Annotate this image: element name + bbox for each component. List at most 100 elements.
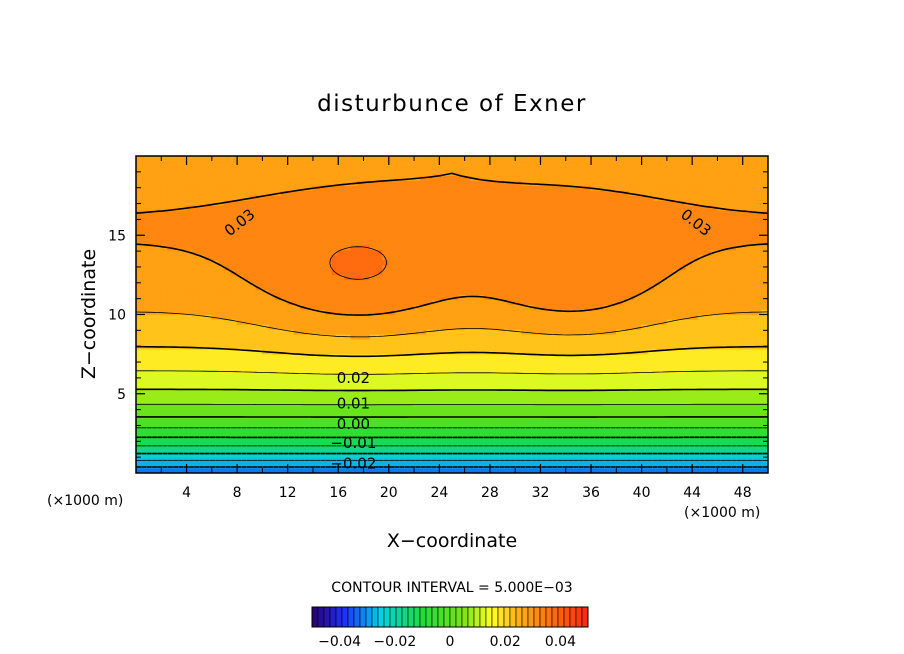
field-cell	[616, 403, 623, 409]
field-cell	[318, 254, 326, 261]
field-cell	[344, 378, 352, 385]
field-cell	[356, 160, 364, 167]
field-cell	[508, 447, 516, 454]
field-cell	[420, 254, 428, 261]
field-cell	[217, 398, 225, 404]
field-cell	[312, 205, 320, 211]
field-cell	[571, 205, 579, 211]
field-cell	[369, 398, 377, 404]
field-cell	[318, 447, 326, 454]
field-cell	[540, 195, 548, 201]
field-cell	[584, 319, 592, 325]
field-cell	[325, 264, 333, 271]
field-cell	[160, 462, 168, 469]
field-cell	[192, 205, 200, 211]
field-cell	[255, 314, 263, 320]
field-cell	[622, 294, 630, 300]
field-cell	[521, 215, 529, 221]
field-cell	[546, 393, 554, 400]
field-cell	[274, 353, 282, 360]
field-cell	[426, 234, 434, 241]
field-cell	[464, 393, 472, 400]
field-cell	[451, 314, 459, 320]
field-cell	[281, 205, 288, 211]
field-cell	[211, 452, 219, 459]
field-cell	[382, 462, 390, 469]
field-cell	[375, 403, 383, 409]
field-cell	[407, 398, 415, 404]
field-cell	[337, 343, 345, 350]
field-cell	[502, 423, 510, 429]
field-cell	[331, 289, 339, 295]
field-cell	[502, 358, 510, 365]
field-cell	[198, 210, 206, 216]
field-cell	[590, 348, 598, 355]
field-cell	[148, 185, 156, 191]
field-cell	[300, 294, 307, 300]
field-cell	[495, 279, 503, 286]
field-cell	[217, 170, 225, 177]
field-cell	[142, 467, 149, 473]
field-cell	[306, 319, 314, 325]
field-cell	[578, 185, 586, 191]
field-cell	[426, 324, 434, 330]
field-cell	[565, 338, 573, 345]
field-cell	[445, 319, 453, 325]
field-cell	[407, 314, 415, 320]
field-cell	[230, 254, 238, 261]
field-cell	[268, 309, 276, 315]
field-cell	[205, 378, 213, 385]
field-cell	[388, 438, 396, 444]
field-cell	[432, 353, 440, 360]
field-cell	[420, 220, 428, 226]
field-cell	[451, 234, 459, 241]
field-cell	[565, 348, 573, 355]
field-cell	[306, 259, 314, 266]
field-cell	[312, 343, 320, 350]
field-cell	[205, 309, 213, 315]
field-cell	[483, 403, 491, 409]
field-cell	[578, 314, 586, 320]
field-cell	[318, 373, 326, 380]
field-cell	[142, 220, 149, 226]
field-cell	[350, 383, 358, 390]
field-cell	[262, 180, 270, 187]
field-cell	[167, 279, 175, 286]
field-cell	[609, 304, 617, 310]
field-cell	[622, 368, 630, 375]
field-cell	[375, 284, 383, 291]
field-cell	[603, 373, 611, 380]
field-cell	[546, 433, 554, 439]
field-cell	[546, 254, 554, 261]
field-cell	[160, 190, 168, 196]
field-cell	[230, 234, 238, 241]
field-cell	[363, 269, 371, 276]
field-cell	[609, 289, 617, 295]
field-cell	[211, 274, 219, 281]
field-cell	[464, 378, 472, 385]
field-cell	[622, 403, 630, 409]
field-cell	[603, 239, 611, 246]
field-cell	[616, 368, 623, 375]
field-cell	[281, 388, 288, 395]
field-cell	[445, 225, 453, 231]
field-cell	[609, 343, 617, 350]
field-cell	[407, 234, 415, 241]
field-cell	[192, 324, 200, 330]
field-cell	[287, 175, 295, 182]
field-cell	[198, 393, 206, 400]
field-cell	[224, 185, 232, 191]
field-cell	[464, 438, 472, 444]
field-cell	[255, 363, 263, 370]
field-cell	[559, 220, 567, 226]
field-cell	[236, 338, 244, 345]
field-cell	[148, 348, 156, 355]
field-cell	[565, 368, 573, 375]
field-cell	[388, 279, 396, 286]
field-cell	[495, 329, 503, 335]
field-cell	[590, 378, 598, 385]
field-cell	[230, 447, 238, 454]
field-cell	[413, 284, 421, 291]
field-cell	[527, 363, 535, 370]
field-cell	[198, 239, 206, 246]
